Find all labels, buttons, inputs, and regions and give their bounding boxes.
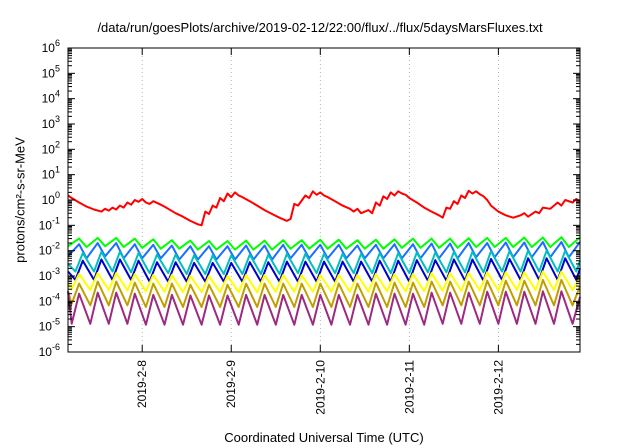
y-tick-label: 10-2 — [39, 241, 60, 258]
y-tick-label: 10-3 — [39, 266, 60, 283]
x-tick-label: 2019-2-8 — [135, 360, 149, 408]
x-axis-label: Coordinated Universal Time (UTC) — [224, 430, 424, 445]
series-line-5 — [67, 257, 581, 283]
x-tick-label: 2019-2-10 — [313, 360, 327, 415]
y-tick-label: 100 — [42, 190, 60, 207]
series-line-2 — [67, 236, 581, 251]
y-tick-label: 106 — [42, 38, 60, 55]
x-tick-label: 2019-2-9 — [224, 360, 238, 408]
series-layer — [67, 189, 581, 326]
chart-title: /data/run/goesPlots/archive/2019-02-12/2… — [97, 20, 543, 35]
y-tick-label: 103 — [42, 114, 60, 131]
x-tick-label: 2019-2-12 — [491, 360, 505, 415]
series-line-1 — [67, 189, 581, 227]
series-line-6 — [67, 270, 581, 294]
series-line-7 — [67, 278, 581, 308]
axis-ticks: 10-6 10-5 10-4 10-3 10-2 10-1 100 101 102 103 104 1… — [39, 38, 580, 415]
y-tick-label: 10-6 — [39, 342, 60, 359]
series-line-4 — [67, 249, 581, 275]
y-tick-label: 10-5 — [39, 317, 60, 334]
y-axis-label: protons/cm²-s-sr-MeV — [12, 137, 28, 263]
x-tick-label: 2019-2-11 — [402, 360, 416, 414]
series-line-8 — [67, 290, 581, 326]
y-tick-label: 104 — [42, 89, 60, 106]
y-tick-label: 10-1 — [39, 215, 60, 232]
y-tick-label: 10-4 — [39, 291, 60, 308]
y-tick-label: 101 — [42, 165, 60, 182]
y-tick-label: 102 — [42, 139, 60, 156]
y-tick-label: 105 — [42, 63, 60, 80]
